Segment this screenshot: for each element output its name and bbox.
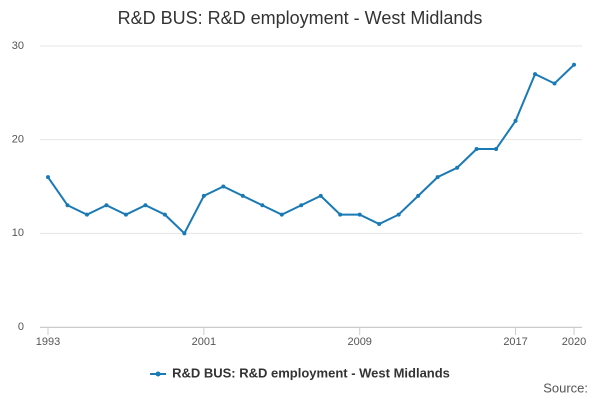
data-point [435,175,440,180]
data-point [240,193,245,198]
data-point [104,203,109,208]
legend-marker [155,371,161,377]
x-tick-label: 2009 [347,336,371,348]
data-point [201,193,206,198]
x-tick-label: 2020 [562,336,586,348]
data-point [279,212,284,217]
x-tick-label: 2001 [192,336,216,348]
legend-label: R&D BUS: R&D employment - West Midlands [172,365,450,380]
chart-title: R&D BUS: R&D employment - West Midlands [118,8,483,28]
data-point [143,203,148,208]
data-point [221,184,226,189]
x-tick-label: 1993 [36,336,60,348]
data-point [513,118,518,123]
data-point [474,147,479,152]
data-point [338,212,343,217]
data-point [123,212,128,217]
data-point [416,193,421,198]
y-tick-label: 0 [18,321,24,333]
y-tick-label: 10 [12,227,24,239]
data-point [84,212,89,217]
source-label: Source: [543,380,588,395]
data-point [396,212,401,217]
y-tick-label: 20 [12,134,24,146]
data-point [162,212,167,217]
data-point [299,203,304,208]
data-point [260,203,265,208]
data-point [533,72,538,77]
data-point [318,193,323,198]
data-point [377,221,382,226]
data-point [572,62,576,67]
data-point [46,175,50,180]
data-point [455,165,460,170]
y-tick-label: 30 [12,40,24,52]
x-tick-label: 2017 [503,336,527,348]
data-point [182,231,187,236]
data-point [65,203,70,208]
legend: R&D BUS: R&D employment - West Midlands [150,365,450,380]
data-point [357,212,362,217]
data-point [552,81,557,86]
data-point [494,147,499,152]
series-line [47,64,575,235]
